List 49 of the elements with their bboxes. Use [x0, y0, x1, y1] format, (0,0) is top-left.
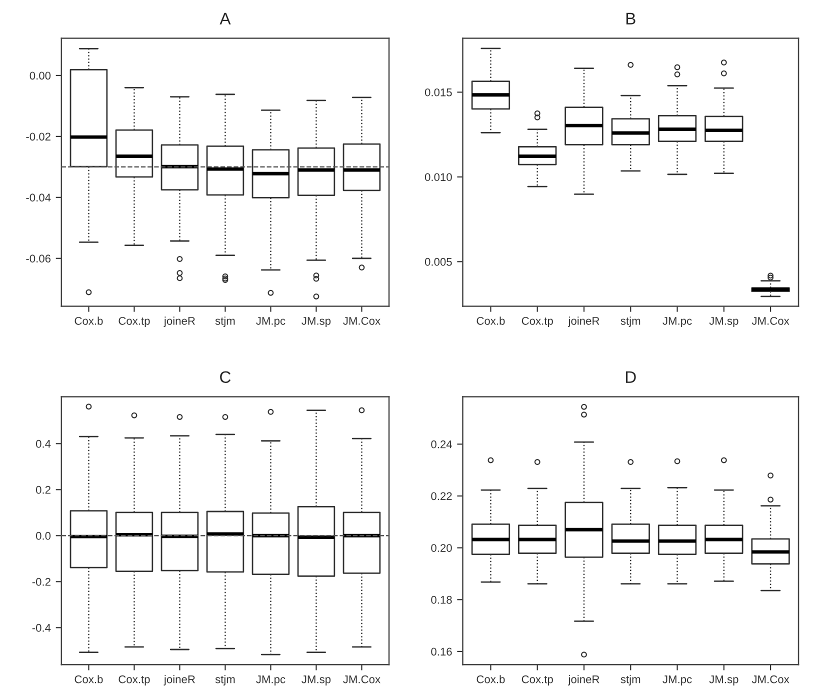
x-tick-label: Cox.b [476, 316, 505, 325]
x-tick-label: joineR [164, 675, 195, 686]
chart-title: D [626, 371, 636, 383]
chart-title: C [220, 371, 231, 383]
y-tick-label: 0.015 [424, 88, 452, 96]
x-tick-label: JM.sp [302, 317, 331, 328]
y-tick-label: 0.010 [424, 173, 452, 182]
x-tick-label: JM.pc [256, 317, 286, 328]
x-tick-label: Cox.b [476, 675, 505, 684]
x-tick-label: Cox.tp [522, 675, 553, 686]
chart-title: A [220, 12, 231, 24]
x-tick-label: stjm [215, 675, 235, 686]
x-tick-label: JM.Cox [752, 675, 790, 684]
x-tick-label: joineR [568, 316, 600, 328]
y-tick-label: 0.16 [431, 648, 452, 656]
x-tick-label: Cox.b [74, 675, 103, 684]
x-tick-label: JM.pc [662, 317, 692, 328]
y-tick-label: -0.2 [32, 578, 50, 586]
y-tick-label: 0.00 [30, 72, 51, 80]
x-tick-label: Cox.b [74, 316, 103, 325]
x-tick-label: stjm [215, 316, 235, 328]
y-tick-label: 0.2 [36, 486, 50, 494]
y-tick-label: 0.4 [36, 440, 51, 448]
x-tick-label: stjm [620, 675, 640, 686]
x-tick-label: Cox.tp [118, 675, 150, 686]
x-tick-label: Cox.tp [522, 316, 553, 328]
y-tick-label: -0.06 [26, 254, 51, 263]
y-tick-label: -0.04 [26, 194, 51, 202]
x-tick-label: stjm [620, 316, 640, 328]
x-tick-label: JM.sp [709, 317, 738, 328]
y-tick-label: 0.20 [431, 544, 452, 552]
x-tick-label: JM.sp [709, 676, 738, 686]
x-tick-label: Cox.tp [118, 316, 150, 328]
y-tick-label: 0.005 [424, 258, 452, 266]
y-tick-label: 0.0 [36, 532, 51, 540]
x-tick-label: JM.Cox [752, 316, 790, 325]
x-tick-label: JM.sp [302, 676, 331, 686]
x-tick-label: joineR [568, 675, 600, 686]
y-tick-label: 0.24 [431, 440, 452, 448]
x-tick-label: JM.Cox [343, 316, 380, 325]
y-tick-label: 0.18 [431, 596, 452, 604]
y-tick-label: -0.02 [26, 132, 50, 141]
chart-title: B [626, 12, 636, 24]
y-tick-label: -0.4 [32, 624, 51, 632]
x-tick-label: joineR [164, 316, 195, 328]
x-tick-label: JM.Cox [343, 675, 380, 684]
y-tick-label: 0.22 [431, 492, 452, 500]
x-tick-label: JM.pc [662, 676, 692, 686]
x-tick-label: JM.pc [256, 676, 286, 686]
